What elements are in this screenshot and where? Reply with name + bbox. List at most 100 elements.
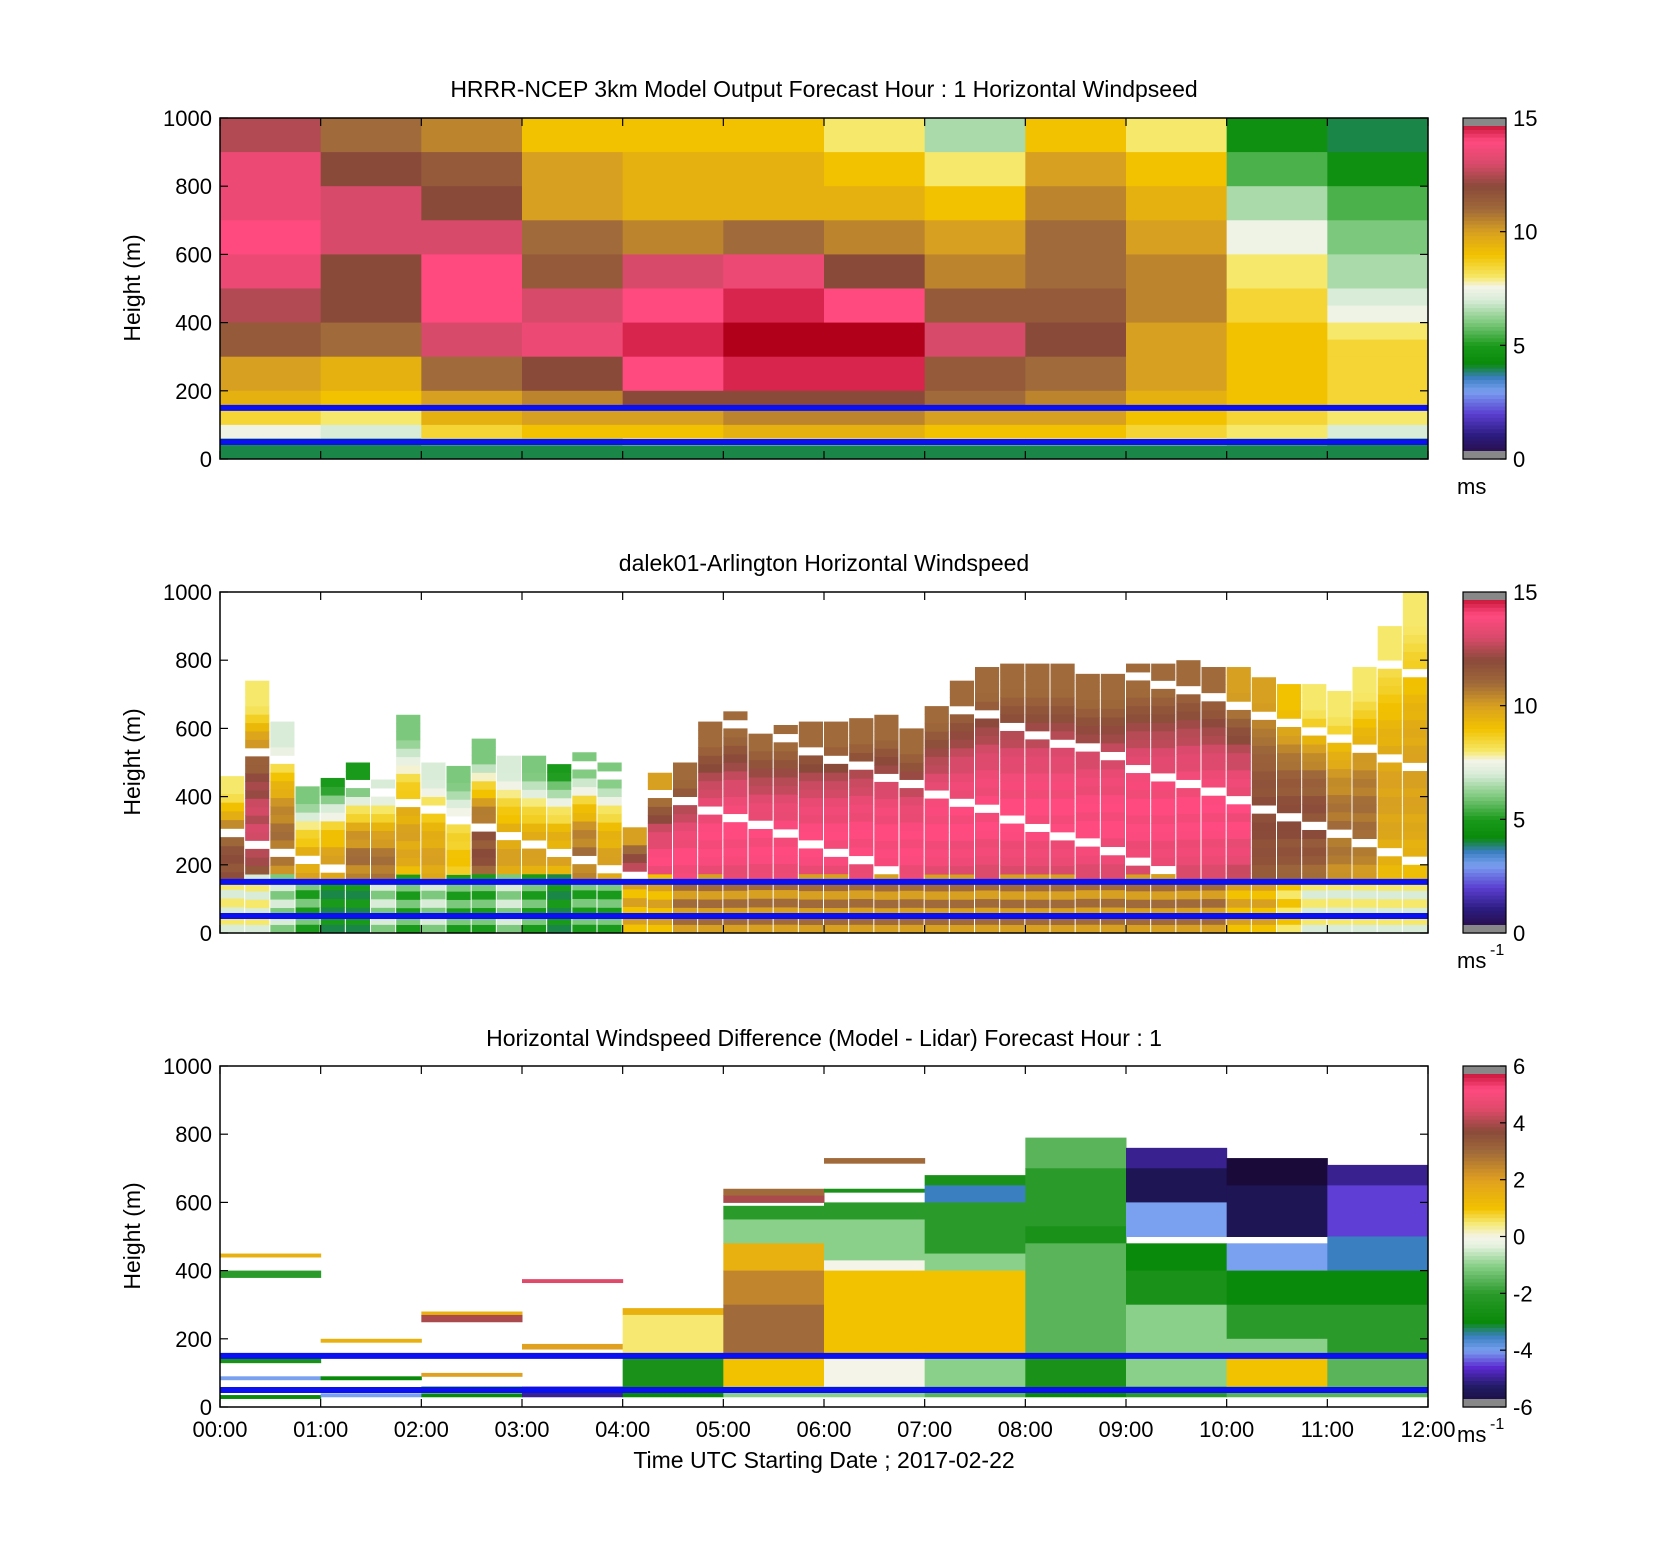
heatmap-cell [522, 924, 547, 933]
heatmap-cell [547, 865, 572, 875]
heatmap-cell [698, 882, 723, 892]
heatmap-cell [371, 822, 396, 832]
heatmap-cell [723, 753, 748, 763]
heatmap-cell [698, 890, 723, 900]
heatmap-cell [522, 865, 547, 875]
heatmap-cell [824, 1270, 926, 1306]
heatmap-cell [1402, 634, 1427, 644]
heatmap-cell [673, 873, 698, 883]
heatmap-cell [1050, 722, 1075, 732]
heatmap-cell [220, 288, 322, 324]
heatmap-cell [1000, 697, 1025, 707]
heatmap-cell [975, 830, 1000, 840]
heatmap-cell [824, 288, 926, 324]
heatmap-cell [1176, 753, 1201, 763]
heatmap-cell [1100, 881, 1125, 891]
heatmap-cell [1277, 855, 1302, 865]
heatmap-cell [572, 838, 597, 848]
heatmap-cell [899, 881, 924, 891]
colorbar-tick-label: 10 [1513, 694, 1537, 719]
heatmap-cell [849, 743, 874, 753]
heatmap-cell [924, 840, 949, 850]
heatmap-cell [1402, 890, 1427, 900]
heatmap-cell [522, 445, 624, 459]
colorbar-band [1463, 269, 1506, 274]
heatmap-cell [773, 924, 798, 933]
heatmap-cell [824, 407, 926, 426]
heatmap-cell [949, 882, 974, 892]
heatmap-cell [1251, 779, 1276, 789]
heatmap-cell [1226, 288, 1328, 324]
colorbar-band [1463, 754, 1506, 760]
heatmap-cell [1100, 768, 1125, 778]
heatmap-cell [673, 771, 698, 780]
heatmap-cell [270, 738, 295, 748]
heatmap-cell [295, 786, 320, 796]
heatmap-cell [421, 407, 523, 426]
colorbar-band [1463, 1206, 1506, 1211]
colorbar-band [1463, 1346, 1506, 1351]
heatmap-cell [773, 794, 798, 804]
colorbar-band [1463, 1357, 1506, 1363]
heatmap-cell [698, 924, 723, 933]
panel-model-refs [220, 404, 1428, 445]
heatmap-cell [371, 915, 396, 925]
heatmap-cell [824, 730, 849, 739]
heatmap-cell [874, 798, 899, 808]
colorbar-band [1463, 1209, 1506, 1215]
heatmap-cell [1126, 697, 1151, 707]
colorbar-band [1463, 421, 1506, 426]
heatmap-cell [975, 898, 1000, 908]
heatmap-cell [773, 898, 798, 908]
heatmap-cell [421, 1372, 523, 1377]
heatmap-cell [1327, 898, 1352, 908]
colorbar-band [1463, 1338, 1506, 1344]
heatmap-cell [698, 780, 723, 790]
heatmap-cell [874, 739, 899, 749]
heatmap-cell [1176, 915, 1201, 925]
heatmap-cell [522, 424, 624, 440]
heatmap-cell [1126, 924, 1151, 933]
heatmap-cell [522, 1343, 624, 1350]
colorbar-unit: ms [1457, 474, 1486, 499]
heatmap-cell [899, 924, 924, 933]
heatmap-cell [522, 899, 547, 909]
heatmap-cell [1226, 898, 1251, 908]
heatmap-cell [698, 755, 723, 765]
heatmap-cell [924, 722, 949, 732]
heatmap-cell [421, 424, 523, 440]
heatmap-cell [421, 856, 446, 866]
heatmap-cell [220, 407, 322, 426]
y-tick-label: 200 [175, 853, 212, 878]
heatmap-cell [245, 882, 270, 892]
heatmap-cell [1025, 756, 1050, 766]
heatmap-cell [522, 873, 547, 883]
heatmap-cell [949, 815, 974, 825]
heatmap-cell [1126, 722, 1151, 732]
heatmap-cell [1327, 907, 1352, 917]
heatmap-cell [547, 806, 572, 816]
heatmap-cell [824, 1188, 926, 1193]
x-tick-label: 03:00 [494, 1417, 549, 1442]
heatmap-cell [396, 731, 421, 741]
colorbar-band [1463, 751, 1506, 756]
colorbar-band [1463, 667, 1506, 673]
heatmap-cell [1000, 916, 1025, 925]
heatmap-cell [1100, 907, 1125, 917]
heatmap-cell [924, 815, 949, 825]
y-tick-label: 800 [175, 1122, 212, 1147]
colorbar-band [1463, 174, 1506, 180]
heatmap-cell [597, 847, 622, 857]
heatmap-cell [1201, 898, 1226, 908]
heatmap-cell [1327, 699, 1352, 709]
heatmap-cell [773, 768, 798, 778]
colorbar-band [1463, 663, 1506, 669]
heatmap-cell [647, 857, 672, 866]
heatmap-cell [597, 890, 622, 900]
heatmap-cell [1226, 804, 1251, 814]
colorbar-band [1463, 652, 1506, 658]
heatmap-cell [572, 786, 597, 796]
heatmap-cell [1025, 705, 1050, 715]
heatmap-cell [824, 839, 849, 849]
